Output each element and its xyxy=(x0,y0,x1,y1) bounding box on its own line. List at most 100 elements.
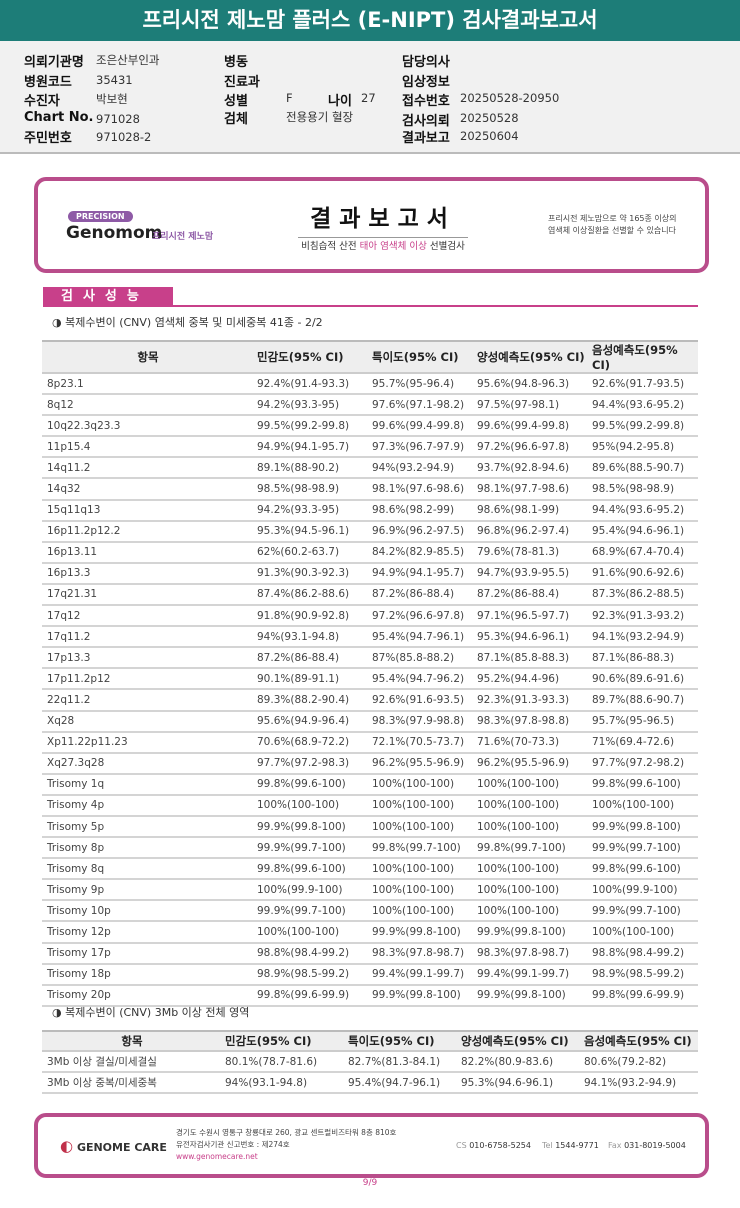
note-line-2: 염색체 이상질환을 선별할 수 있습니다 xyxy=(548,226,676,235)
row-value: 94%(93.2-94.9) xyxy=(369,457,474,480)
subtitle-highlight: 태아 염색체 이상 xyxy=(359,241,427,252)
row-item-name: Xp11.22p11.23 xyxy=(42,731,254,754)
row-value: 96.9%(96.2-97.5) xyxy=(369,520,474,543)
row-value: 99.8%(99.6-100) xyxy=(589,773,698,796)
report-header-card: PRECISION Genomom 프리시전 제노맘 결과보고서 비침습적 산전… xyxy=(34,177,709,273)
table-row: Trisomy 17p 98.8%(98.4-99.2) 98.3%(97.8-98… xyxy=(42,942,698,965)
row-value: 99.9%(99.7-100) xyxy=(254,837,369,860)
row-item-name: Xq28 xyxy=(42,710,254,733)
row-item-name: Xq27.3q28 xyxy=(42,752,254,775)
gc-logo-icon: ◐ xyxy=(60,1137,74,1155)
table-row: Trisomy 8q 99.8%(99.6-100) 100%(100-100) 10… xyxy=(42,858,698,881)
footer-tel: Tel 1544-9771 xyxy=(542,1141,599,1150)
table-row: 16p13.11 62%(60.2-63.7) 84.2%(82.9-85.5) 79… xyxy=(42,541,698,564)
row-value: 99.8%(99.6-99.9) xyxy=(589,984,698,1007)
column-header: 음성예측도(95% CI) xyxy=(589,340,698,374)
row-value: 94.7%(93.9-95.5) xyxy=(474,562,589,585)
table-row: 3Mb 이상 결실/미세결실 80.1%(78.7-81.6) 82.7%(81.3… xyxy=(42,1051,698,1074)
row-value: 82.7%(81.3-84.1) xyxy=(345,1051,458,1074)
row-value: 100%(100-100) xyxy=(589,794,698,817)
report-note: 프리시전 제노맘으로 약 165종 이상의 염색체 이상질환을 선별할 수 있습니… xyxy=(548,213,676,237)
row-value: 98.1%(97.6-98.6) xyxy=(369,478,474,501)
footer-website-link[interactable]: www.genomecare.net xyxy=(176,1152,258,1161)
table-row: Trisomy 1q 99.8%(99.6-100) 100%(100-100) 10… xyxy=(42,773,698,796)
chart-no-label: Chart No. xyxy=(24,110,94,125)
footer-registration: 유전자검사기관 신고번호 : 제274호 xyxy=(176,1140,290,1149)
column-header: 항목 xyxy=(42,1030,222,1052)
row-value: 89.6%(88.5-90.7) xyxy=(589,457,698,480)
row-item-name: Trisomy 17p xyxy=(42,942,254,965)
table-row: 14q32 98.5%(98-98.9) 98.1%(97.6-98.6) 98.1%… xyxy=(42,478,698,501)
footer-cs: CS 010-6758-5254 xyxy=(456,1141,531,1150)
row-value: 95%(94.2-95.8) xyxy=(589,436,698,459)
receipt-label: 접수번호 xyxy=(402,94,450,109)
genome-care-logo-text: GENOME CARE xyxy=(76,1141,167,1154)
age-label: 나이 xyxy=(328,94,352,109)
table-row: 8q12 94.2%(93.3-95) 97.6%(97.1-98.2) 97.5%(… xyxy=(42,394,698,417)
row-value: 99.9%(99.7-100) xyxy=(589,900,698,923)
footer-card: ◐ GENOME CARE 경기도 수원시 영통구 창룡대로 260, 광교 센… xyxy=(34,1113,709,1178)
report-date-value: 20250604 xyxy=(460,129,519,143)
row-value: 89.3%(88.2-90.4) xyxy=(254,689,369,712)
row-value: 95.4%(94.7-96.1) xyxy=(369,626,474,649)
row-value: 98.9%(98.5-99.2) xyxy=(589,963,698,986)
row-item-name: 17q21.31 xyxy=(42,583,254,607)
table-row: 15q11q13 94.2%(93.3-95) 98.6%(98.2-99) 98.6… xyxy=(42,499,698,522)
row-value: 94.2%(93.3-95) xyxy=(254,499,369,522)
row-value: 98.3%(97.9-98.8) xyxy=(369,710,474,733)
patient-value: 박보현 xyxy=(96,92,128,106)
row-value: 94.4%(93.6-95.2) xyxy=(589,394,698,417)
table-row: Trisomy 12p 100%(100-100) 99.9%(99.8-100) 9… xyxy=(42,921,698,944)
fax-label: Fax xyxy=(608,1141,622,1150)
row-value: 87.1%(85.8-88.3) xyxy=(474,647,589,670)
row-value: 97.2%(96.6-97.8) xyxy=(474,436,589,459)
row-value: 98.3%(97.8-98.7) xyxy=(369,942,474,965)
table-row: 3Mb 이상 중복/미세중복 94%(93.1-94.8) 95.4%(94.7-9… xyxy=(42,1072,698,1095)
row-value: 71.6%(70-73.3) xyxy=(474,731,589,754)
row-value: 97.5%(97-98.1) xyxy=(474,394,589,417)
row-value: 98.8%(98.4-99.2) xyxy=(254,942,369,965)
table-row: 10q22.3q23.3 99.5%(99.2-99.8) 99.6%(99.4-9… xyxy=(42,415,698,438)
dept-label: 진료과 xyxy=(224,75,260,90)
row-value: 87.4%(86.2-88.6) xyxy=(254,583,369,607)
row-item-name: 22q11.2 xyxy=(42,689,254,712)
row-value: 87%(85.8-88.2) xyxy=(369,647,474,670)
table-row: 17q11.2 94%(93.1-94.8) 95.4%(94.7-96.1) 95.… xyxy=(42,626,698,649)
row-value: 100%(100-100) xyxy=(474,794,589,817)
row-item-name: 3Mb 이상 결실/미세결실 xyxy=(42,1051,222,1074)
row-value: 98.5%(98-98.9) xyxy=(589,478,698,501)
row-value: 92.3%(91.3-93.3) xyxy=(474,689,589,712)
row-item-name: 17q12 xyxy=(42,605,254,628)
row-value: 99.8%(99.7-100) xyxy=(474,837,589,860)
table-row: Trisomy 4p 100%(100-100) 100%(100-100) 100%… xyxy=(42,794,698,817)
row-value: 82.2%(80.9-83.6) xyxy=(458,1051,581,1074)
column-header: 민감도(95% CI) xyxy=(254,340,369,374)
table-header-row: 항목 민감도(95% CI) 특이도(95% CI) 양성예측도(95% CI) 음성예… xyxy=(42,1030,698,1052)
row-value: 100%(100-100) xyxy=(369,879,474,902)
row-value: 97.2%(96.6-97.8) xyxy=(369,605,474,628)
row-value: 70.6%(68.9-72.2) xyxy=(254,731,369,754)
row-value: 95.4%(94.6-96.1) xyxy=(589,520,698,543)
row-value: 87.2%(86-88.4) xyxy=(254,647,369,670)
row-value: 92.4%(91.4-93.3) xyxy=(254,373,369,396)
row-value: 99.8%(99.6-100) xyxy=(589,858,698,881)
column-header: 양성예측도(95% CI) xyxy=(474,340,589,374)
row-value: 97.3%(96.7-97.9) xyxy=(369,436,474,459)
row-value: 100%(100-100) xyxy=(369,794,474,817)
row-value: 71%(69.4-72.6) xyxy=(589,731,698,754)
column-header: 음성예측도(95% CI) xyxy=(581,1030,698,1052)
specimen-value: 전용용기 혈장 xyxy=(286,110,354,124)
row-value: 87.3%(86.2-88.5) xyxy=(589,583,698,607)
row-item-name: 17p13.3 xyxy=(42,647,254,670)
row-item-name: 3Mb 이상 중복/미세중복 xyxy=(42,1072,222,1095)
row-value: 94.1%(93.2-94.9) xyxy=(589,626,698,649)
column-header: 항목 xyxy=(42,340,254,374)
row-value: 100%(100-100) xyxy=(369,858,474,881)
table-row: 17p13.3 87.2%(86-88.4) 87%(85.8-88.2) 87.1%… xyxy=(42,647,698,670)
age-value: 27 xyxy=(361,91,376,105)
row-value: 90.6%(89.6-91.6) xyxy=(589,668,698,691)
row-value: 100%(100-100) xyxy=(474,900,589,923)
sex-label: 성별 xyxy=(224,94,248,109)
row-value: 100%(100-100) xyxy=(254,794,369,817)
request-value: 20250528 xyxy=(460,111,519,125)
